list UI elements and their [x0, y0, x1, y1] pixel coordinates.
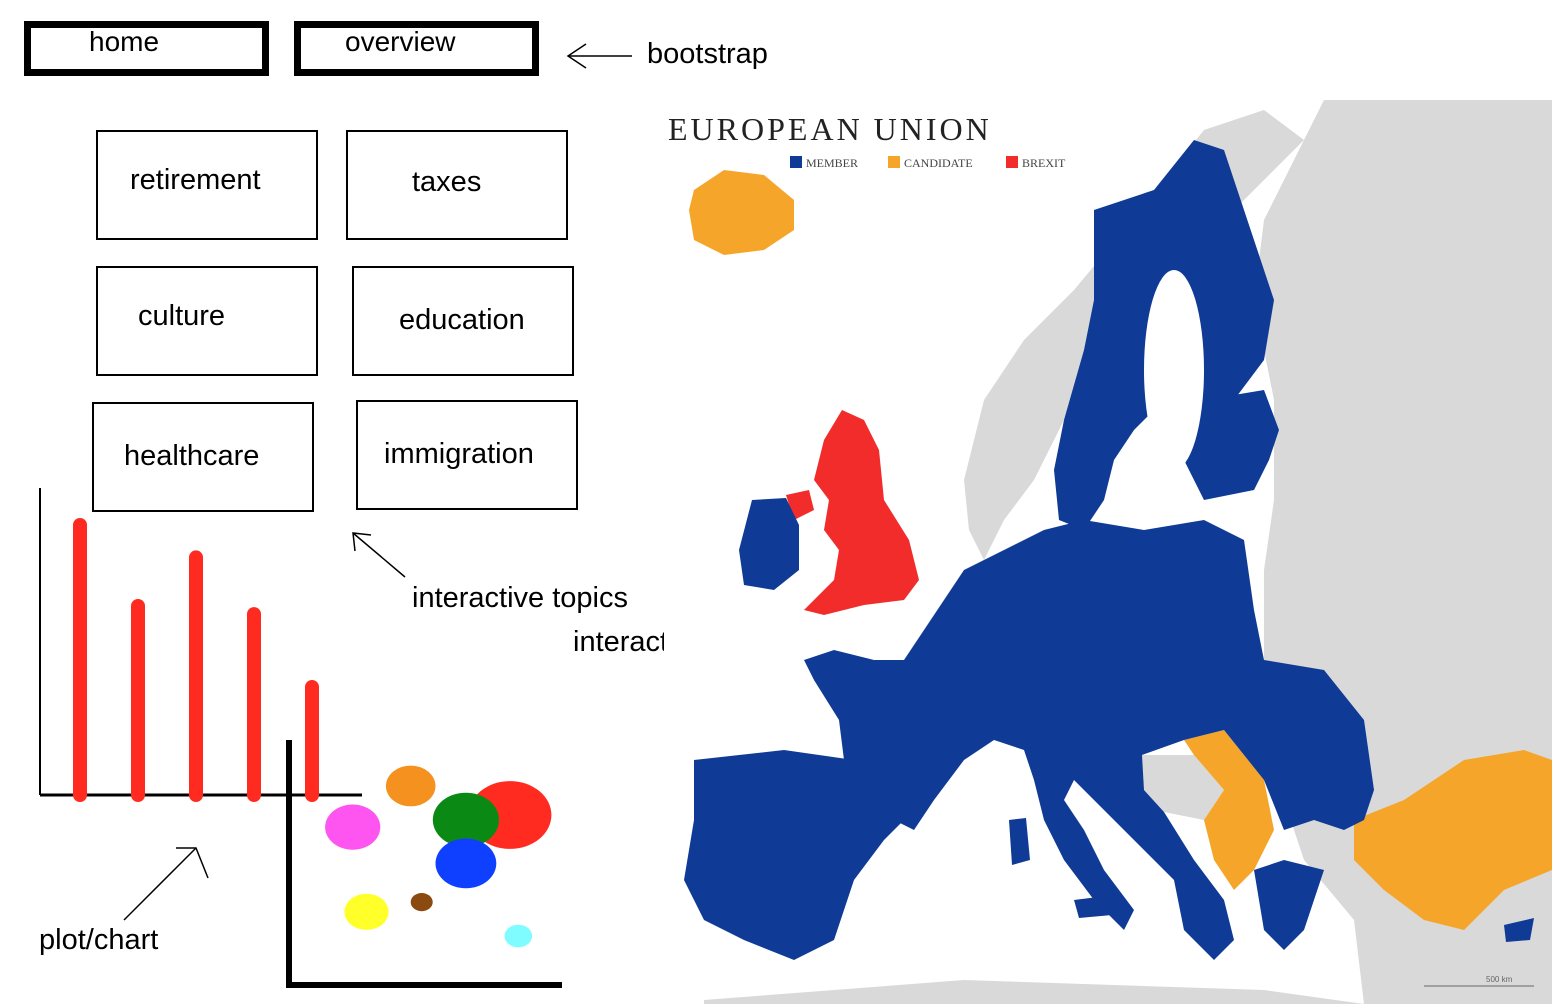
- candidate-turkey: [1354, 750, 1552, 930]
- overview-button[interactable]: overview: [294, 21, 539, 76]
- member-ireland: [739, 498, 799, 590]
- topic-education-button[interactable]: education: [352, 266, 574, 376]
- plot-chart-annotation: plot/chart: [39, 924, 159, 956]
- eu-map[interactable]: EUROPEAN UNION MEMBER CANDIDATE BREXIT 5…: [664, 100, 1552, 1004]
- topic-culture-label: culture: [138, 300, 226, 332]
- topic-healthcare-button[interactable]: healthcare: [92, 402, 314, 512]
- bootstrap-annotation: bootstrap: [647, 38, 768, 70]
- legend-swatch-member: [790, 156, 802, 168]
- member-greece: [1254, 860, 1324, 950]
- bootstrap-arrow-icon: [566, 43, 632, 69]
- brexit-uk: [804, 410, 919, 615]
- topic-retirement-button[interactable]: retirement: [96, 130, 318, 240]
- topic-immigration-button[interactable]: immigration: [356, 400, 578, 510]
- member-iberia: [684, 750, 904, 960]
- brexit-northern-ireland: [786, 490, 814, 520]
- bubble-8[interactable]: [504, 924, 533, 948]
- topic-taxes-label: taxes: [412, 166, 482, 198]
- topic-retirement-label: retirement: [130, 164, 261, 196]
- legend-label-brexit: BREXIT: [1022, 156, 1066, 170]
- topic-education-label: education: [399, 304, 525, 336]
- bubble-4[interactable]: [432, 792, 499, 848]
- baltic-sea: [1144, 270, 1204, 470]
- bar-chart[interactable]: [30, 485, 370, 805]
- topics-arrow-icon: [352, 532, 406, 578]
- member-sicily: [1074, 895, 1114, 918]
- member-baltics: [1184, 390, 1279, 500]
- topic-taxes-button[interactable]: taxes: [346, 130, 568, 240]
- map-land: [684, 100, 1552, 1004]
- legend-swatch-candidate: [888, 156, 900, 168]
- legend-swatch-brexit: [1006, 156, 1018, 168]
- member-cyprus: [1504, 918, 1534, 942]
- legend-label-member: MEMBER: [806, 156, 858, 170]
- legend-label-candidate: CANDIDATE: [904, 156, 973, 170]
- candidate-iceland: [689, 170, 794, 255]
- scale-label: 500 km: [1486, 975, 1513, 984]
- topic-culture-button[interactable]: culture: [96, 266, 318, 376]
- map-title: EUROPEAN UNION: [668, 111, 992, 147]
- home-button[interactable]: home: [24, 21, 269, 76]
- topic-immigration-label: immigration: [384, 438, 534, 470]
- interactive-topics-annotation: interactive topics: [412, 582, 628, 614]
- non-eu-balkans: [1142, 755, 1224, 820]
- candidate-balkans: [1184, 730, 1274, 890]
- chart-arrow-icon: [123, 847, 209, 921]
- bubble-7[interactable]: [410, 893, 433, 912]
- bubble-2[interactable]: [325, 804, 381, 850]
- home-button-label: home: [89, 26, 160, 57]
- bubble-6[interactable]: [344, 893, 389, 930]
- bubble-1[interactable]: [385, 765, 436, 807]
- member-continent: [804, 520, 1374, 960]
- non-eu-north-africa: [704, 980, 1364, 1004]
- overview-button-label: overview: [345, 26, 456, 57]
- bubble-5[interactable]: [435, 838, 497, 889]
- member-sardinia: [1009, 818, 1030, 865]
- bubble-chart[interactable]: [280, 738, 570, 988]
- topic-healthcare-label: healthcare: [124, 440, 260, 472]
